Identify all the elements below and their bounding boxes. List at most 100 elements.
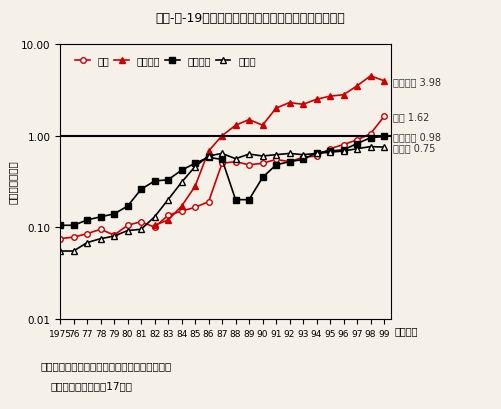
イギリス bbox=[178, 204, 184, 209]
フランス bbox=[165, 178, 171, 183]
米国 bbox=[314, 154, 320, 159]
Legend: 米国, イギリス, フランス, ドイツ: 米国, イギリス, フランス, ドイツ bbox=[72, 53, 260, 70]
ドイツ bbox=[192, 165, 198, 170]
フランス bbox=[111, 212, 117, 217]
イギリス bbox=[354, 84, 360, 89]
ドイツ bbox=[71, 249, 77, 254]
米国 bbox=[273, 157, 279, 162]
米国 bbox=[192, 205, 198, 210]
米国 bbox=[152, 225, 158, 230]
フランス bbox=[232, 198, 238, 202]
Line: 米国: 米国 bbox=[57, 115, 387, 242]
米国 bbox=[287, 160, 293, 165]
フランス bbox=[178, 168, 184, 173]
ドイツ bbox=[111, 234, 117, 239]
米国 bbox=[165, 213, 171, 218]
米国 bbox=[341, 143, 347, 148]
米国 bbox=[178, 209, 184, 214]
ドイツ bbox=[152, 215, 158, 220]
フランス bbox=[152, 179, 158, 184]
米国 bbox=[84, 231, 90, 236]
フランス bbox=[327, 149, 333, 154]
米国 bbox=[300, 155, 306, 160]
ドイツ bbox=[205, 154, 211, 159]
フランス bbox=[138, 187, 144, 192]
米国 bbox=[71, 235, 77, 240]
Text: 資料：総務省統計局「科学技術研究調査報告」: 資料：総務省統計局「科学技術研究調査報告」 bbox=[40, 360, 171, 370]
ドイツ bbox=[273, 153, 279, 158]
フランス bbox=[260, 175, 266, 180]
フランス bbox=[219, 157, 225, 162]
イギリス bbox=[165, 218, 171, 223]
Text: （参照：付属資料（17））: （参照：付属資料（17）） bbox=[50, 380, 132, 391]
Text: フランス 0.98: フランス 0.98 bbox=[393, 132, 441, 142]
イギリス bbox=[232, 124, 238, 128]
ドイツ bbox=[98, 237, 104, 242]
フランス bbox=[341, 148, 347, 153]
ドイツ bbox=[368, 145, 374, 150]
米国 bbox=[368, 132, 374, 137]
米国 bbox=[205, 200, 211, 204]
Text: イギリス 3.98: イギリス 3.98 bbox=[393, 76, 441, 87]
ドイツ bbox=[84, 240, 90, 245]
Text: ドイツ 0.75: ドイツ 0.75 bbox=[393, 143, 436, 153]
イギリス bbox=[300, 103, 306, 108]
イギリス bbox=[152, 223, 158, 228]
イギリス bbox=[273, 106, 279, 111]
米国 bbox=[57, 237, 63, 242]
イギリス bbox=[327, 94, 333, 99]
ドイツ bbox=[381, 145, 387, 150]
米国 bbox=[111, 233, 117, 238]
Y-axis label: （輸出／輸入）: （輸出／輸入） bbox=[8, 160, 18, 204]
米国 bbox=[138, 220, 144, 225]
Line: ドイツ: ドイツ bbox=[57, 144, 387, 254]
Line: イギリス: イギリス bbox=[152, 74, 387, 229]
イギリス bbox=[314, 97, 320, 102]
ドイツ bbox=[219, 152, 225, 157]
ドイツ bbox=[165, 198, 171, 202]
米国 bbox=[219, 162, 225, 166]
ドイツ bbox=[314, 152, 320, 157]
Text: （年度）: （年度） bbox=[395, 326, 418, 335]
ドイツ bbox=[300, 153, 306, 158]
フランス bbox=[205, 155, 211, 160]
ドイツ bbox=[246, 152, 252, 157]
ドイツ bbox=[260, 154, 266, 159]
Line: フランス: フランス bbox=[57, 135, 387, 229]
フランス bbox=[300, 157, 306, 162]
フランス bbox=[125, 204, 131, 209]
Text: 第２-３-19図　我が国と主要国との技術貿易比の推移: 第２-３-19図 我が国と主要国との技術貿易比の推移 bbox=[156, 12, 345, 25]
米国 bbox=[125, 223, 131, 228]
米国 bbox=[260, 162, 266, 166]
イギリス bbox=[287, 101, 293, 106]
フランス bbox=[381, 135, 387, 139]
ドイツ bbox=[178, 180, 184, 185]
フランス bbox=[57, 223, 63, 228]
米国 bbox=[246, 163, 252, 168]
フランス bbox=[98, 215, 104, 220]
イギリス bbox=[260, 124, 266, 128]
フランス bbox=[368, 136, 374, 141]
フランス bbox=[84, 218, 90, 223]
ドイツ bbox=[138, 227, 144, 232]
ドイツ bbox=[354, 147, 360, 152]
米国 bbox=[232, 160, 238, 165]
ドイツ bbox=[327, 151, 333, 155]
米国 bbox=[381, 115, 387, 120]
米国 bbox=[327, 147, 333, 152]
イギリス bbox=[205, 149, 211, 154]
フランス bbox=[71, 223, 77, 228]
フランス bbox=[314, 151, 320, 156]
米国 bbox=[98, 227, 104, 232]
フランス bbox=[287, 160, 293, 165]
イギリス bbox=[246, 118, 252, 123]
フランス bbox=[273, 163, 279, 168]
ドイツ bbox=[287, 152, 293, 157]
フランス bbox=[192, 162, 198, 166]
ドイツ bbox=[341, 149, 347, 154]
フランス bbox=[354, 142, 360, 147]
イギリス bbox=[368, 74, 374, 79]
Text: 米国 1.62: 米国 1.62 bbox=[393, 112, 430, 122]
ドイツ bbox=[125, 229, 131, 234]
イギリス bbox=[381, 79, 387, 84]
